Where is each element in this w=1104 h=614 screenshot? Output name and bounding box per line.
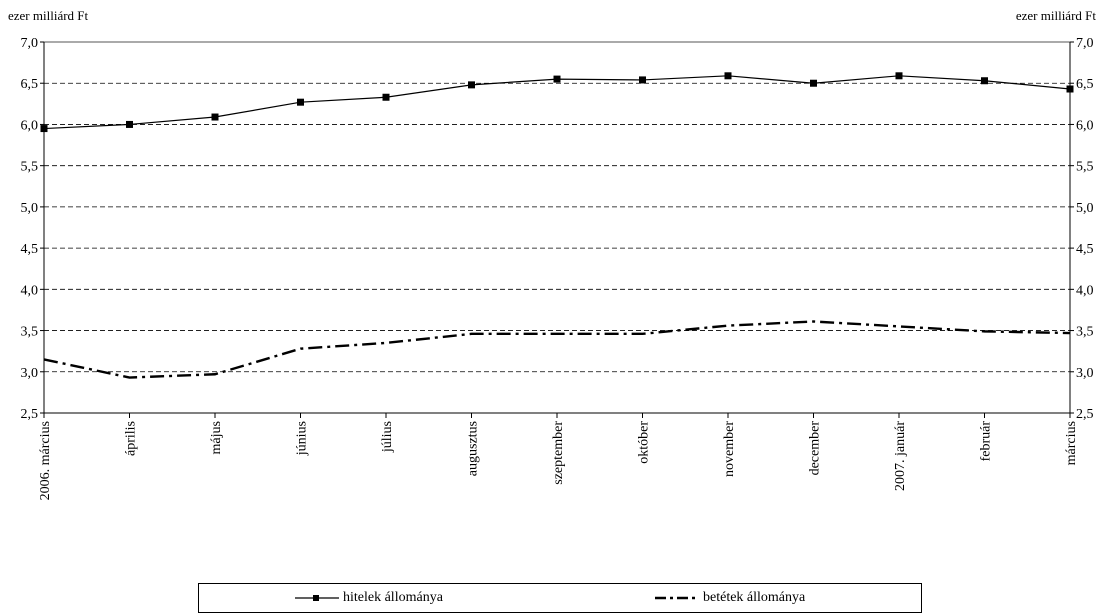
data-point-marker <box>40 125 48 133</box>
data-point-marker <box>639 76 646 84</box>
y-tick-label-left: 5,5 <box>21 160 39 175</box>
x-tick-label: május <box>209 421 224 454</box>
data-point-marker <box>895 72 903 80</box>
data-point-marker <box>297 98 304 106</box>
legend-item-hitelek: hitelek állománya <box>293 590 443 606</box>
x-tick-label: október <box>637 421 652 464</box>
y-tick-label-left: 4,5 <box>21 242 39 257</box>
y-tick-label-right: 5,0 <box>1076 201 1094 216</box>
y-tick-label-right: 4,5 <box>1076 242 1094 257</box>
x-tick-label: június <box>295 421 310 456</box>
data-point-marker <box>382 93 390 101</box>
y-tick-label-left: 7,0 <box>21 36 39 51</box>
y-tick-label-right: 5,5 <box>1076 160 1094 175</box>
y-tick-label-right: 6,0 <box>1076 118 1094 133</box>
x-tick-label: 2006. március <box>38 421 53 500</box>
data-point-marker <box>553 75 561 83</box>
legend: hitelek állománya betétek állománya <box>198 583 922 613</box>
data-point-marker <box>1066 85 1074 93</box>
x-tick-label: szeptember <box>551 421 566 485</box>
legend-swatch-betetek <box>655 596 699 599</box>
x-tick-label: július <box>380 421 395 453</box>
legend-item-betetek: betétek állománya <box>653 590 805 606</box>
y-tick-label-right: 4,0 <box>1076 283 1094 298</box>
series-line-0 <box>43 75 1071 130</box>
y-tick-label-left: 4,0 <box>21 283 39 298</box>
y-tick-label-right: 2,5 <box>1076 407 1094 422</box>
y-tick-label-right: 6,5 <box>1076 77 1094 92</box>
data-point-marker <box>810 79 817 87</box>
legend-label-betetek: betétek állománya <box>703 590 806 605</box>
y-tick-label-left: 5,0 <box>21 201 39 216</box>
left-axis-unit-label: ezer milliárd Ft <box>8 8 89 23</box>
series-line-1 <box>43 320 1071 379</box>
line-chart: 7,0 7,0 6,5 6,5 6,0 6,0 5,5 5,5 5,0 5,0 4,5 4,5 4,0 4… <box>21 36 1094 500</box>
data-point-marker <box>468 81 475 89</box>
y-tick-label-left: 6,5 <box>21 77 39 92</box>
y-tick-label-left: 2,5 <box>21 407 39 422</box>
x-tick-label: március <box>1064 421 1079 465</box>
y-tick-label-right: 7,0 <box>1076 36 1094 51</box>
y-tick-label-right: 3,5 <box>1076 325 1094 340</box>
y-tick-label-left: 3,0 <box>21 366 39 381</box>
x-tick-label: április <box>124 421 139 456</box>
y-tick-label-left: 6,0 <box>21 118 39 133</box>
data-point-marker <box>981 77 988 85</box>
y-tick-label-right: 3,0 <box>1076 366 1094 381</box>
right-axis-unit-label: ezer milliárd Ft <box>1015 8 1096 23</box>
x-tick-label: február <box>979 421 994 462</box>
data-point-marker <box>724 72 732 80</box>
x-tick-label: november <box>722 421 737 477</box>
y-tick-label-left: 3,5 <box>21 325 39 340</box>
data-point-marker <box>126 120 133 128</box>
legend-label-hitelek: hitelek állománya <box>343 590 443 605</box>
x-tick-label: december <box>808 421 823 476</box>
x-tick-label: 2007. január <box>893 421 908 491</box>
legend-swatch-hitelek <box>295 594 339 601</box>
x-tick-label: augusztus <box>466 421 481 476</box>
data-point-marker <box>211 113 219 121</box>
